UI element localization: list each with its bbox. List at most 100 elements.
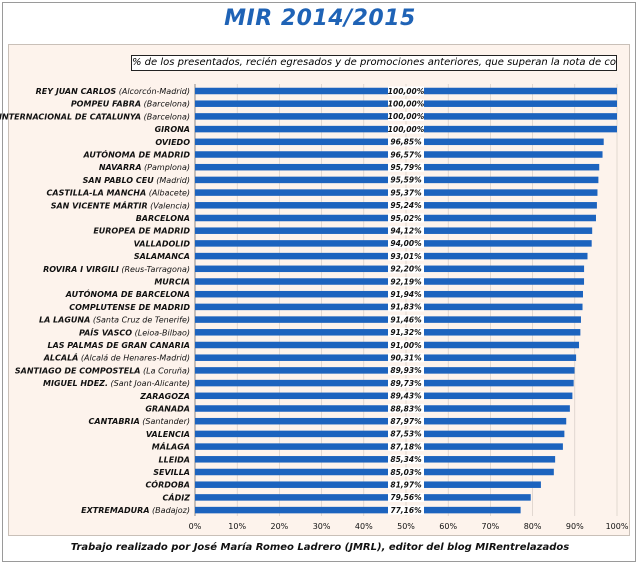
value-label-box [388, 213, 424, 223]
value-label-box [388, 429, 424, 439]
value-label: 91,83% [390, 303, 422, 312]
category-label: NAVARRA (Pamplona) [99, 163, 190, 172]
value-label-box [388, 238, 424, 248]
bar [195, 468, 554, 476]
value-label-box [388, 353, 424, 363]
category-label: MURCIA [154, 278, 190, 287]
value-label-box [388, 454, 424, 464]
value-label: 85,03% [390, 468, 422, 477]
x-tick-label: 80% [524, 522, 542, 531]
category-label: CANTABRIA (Santander) [89, 417, 190, 426]
value-label-box [388, 378, 424, 388]
value-label: 96,57% [390, 150, 422, 159]
value-label: 92,19% [390, 277, 422, 286]
value-label-box [388, 480, 424, 490]
x-tick-label: 30% [313, 522, 331, 531]
bar [195, 430, 565, 438]
category-label: SEVILLA [153, 468, 190, 477]
value-label-box [388, 150, 424, 159]
value-label: 100,00% [388, 125, 425, 134]
value-label-box [388, 442, 424, 452]
value-label: 87,18% [390, 442, 422, 451]
value-label: 87,97% [390, 417, 422, 426]
value-label: 91,94% [390, 290, 422, 299]
category-label: ALCALÁ (Alcalá de Henares-Madrid) [43, 352, 190, 363]
category-labels: REY JUAN CARLOS (Alcorcón-Madrid) POMPEU … [0, 86, 190, 515]
category-label: POMPEU FABRA (Barcelona) [71, 100, 190, 109]
category-label: BARCELONA [136, 214, 190, 223]
value-label-box [388, 86, 424, 96]
value-label-box [388, 302, 424, 312]
value-label-box [388, 289, 424, 299]
category-label: INTERNACIONAL DE CATALUNYA (Barcelona) [0, 112, 190, 121]
value-label: 94,12% [390, 227, 422, 236]
value-label: 85,34% [390, 455, 422, 464]
value-label-box [388, 251, 424, 261]
value-label-box [388, 315, 424, 325]
value-label: 91,32% [390, 328, 422, 337]
value-label-box [388, 137, 424, 147]
value-label-box [388, 226, 424, 236]
bar [195, 481, 541, 488]
bar [195, 443, 563, 450]
value-label-box [388, 162, 424, 172]
value-label: 95,24% [390, 201, 422, 210]
category-label: ROVIRA I VIRGILI (Reus-Tarragona) [43, 265, 190, 274]
value-label: 93,01% [390, 252, 422, 261]
value-label-box [388, 327, 424, 337]
value-label: 81,97% [390, 481, 422, 490]
bar [195, 316, 581, 323]
category-label: VALENCIA [146, 430, 190, 439]
bar [195, 341, 580, 349]
value-label: 100,00% [388, 87, 425, 96]
bar [195, 506, 521, 514]
category-label: GIRONA [155, 125, 190, 134]
value-label: 92,20% [390, 265, 422, 274]
value-label: 95,37% [390, 188, 422, 197]
x-tick-label: 10% [228, 522, 246, 531]
bar [195, 379, 574, 387]
value-label: 91,46% [390, 315, 422, 324]
value-label-box [388, 416, 424, 426]
bar [195, 392, 573, 400]
category-label: ZARAGOZA [139, 392, 190, 401]
category-label: LA LAGUNA (Santa Cruz de Tenerife) [39, 316, 190, 325]
value-label: 95,02% [390, 214, 422, 223]
value-label-box [388, 111, 424, 121]
x-tick-label: 50% [397, 522, 415, 531]
category-label: VALLADOLID [134, 239, 191, 248]
category-label: EXTREMADURA (Badajoz) [81, 506, 190, 515]
value-label: 77,16% [390, 506, 422, 515]
bar [195, 367, 575, 374]
value-label: 79,56% [390, 493, 422, 502]
chart-subtitle: % de los presentados, recién egresados y… [131, 55, 617, 71]
value-label-box [388, 188, 424, 198]
value-label: 95,59% [390, 176, 422, 185]
category-label: EUROPEA DE MADRID [93, 227, 190, 236]
category-label: GRANADA [145, 405, 190, 414]
bar [195, 354, 577, 361]
value-label-box [388, 264, 424, 274]
value-label-box [388, 505, 424, 515]
chart-title: MIR 2014/2015 [224, 6, 416, 31]
value-label-box [388, 492, 424, 502]
footer-credit: Trabajo realizado por José María Romeo L… [70, 542, 570, 553]
value-label-box [388, 99, 424, 109]
category-label: CASTILLA-LA MANCHA (Albacete) [47, 189, 191, 198]
value-label-box [388, 340, 424, 350]
value-label: 100,00% [388, 100, 425, 109]
category-label: SAN PABLO CEU (Madrid) [83, 176, 190, 185]
value-label: 100,00% [388, 112, 425, 121]
category-label: MIGUEL HDEZ. (Sant Joan-Alicante) [43, 379, 190, 388]
x-tick-label: 70% [482, 522, 500, 531]
value-label-box [388, 404, 424, 413]
x-tick-label: 100% [606, 522, 629, 531]
category-label: SAN VICENTE MÁRTIR (Valencia) [51, 199, 190, 210]
value-label-box [388, 391, 424, 401]
value-label: 96,85% [390, 138, 422, 147]
category-label: AUTÓNOMA DE BARCELONA [65, 288, 190, 299]
x-tick-label: 40% [355, 522, 373, 531]
value-label: 91,00% [390, 341, 422, 350]
value-label-box [388, 277, 424, 286]
value-label: 90,31% [390, 354, 422, 363]
